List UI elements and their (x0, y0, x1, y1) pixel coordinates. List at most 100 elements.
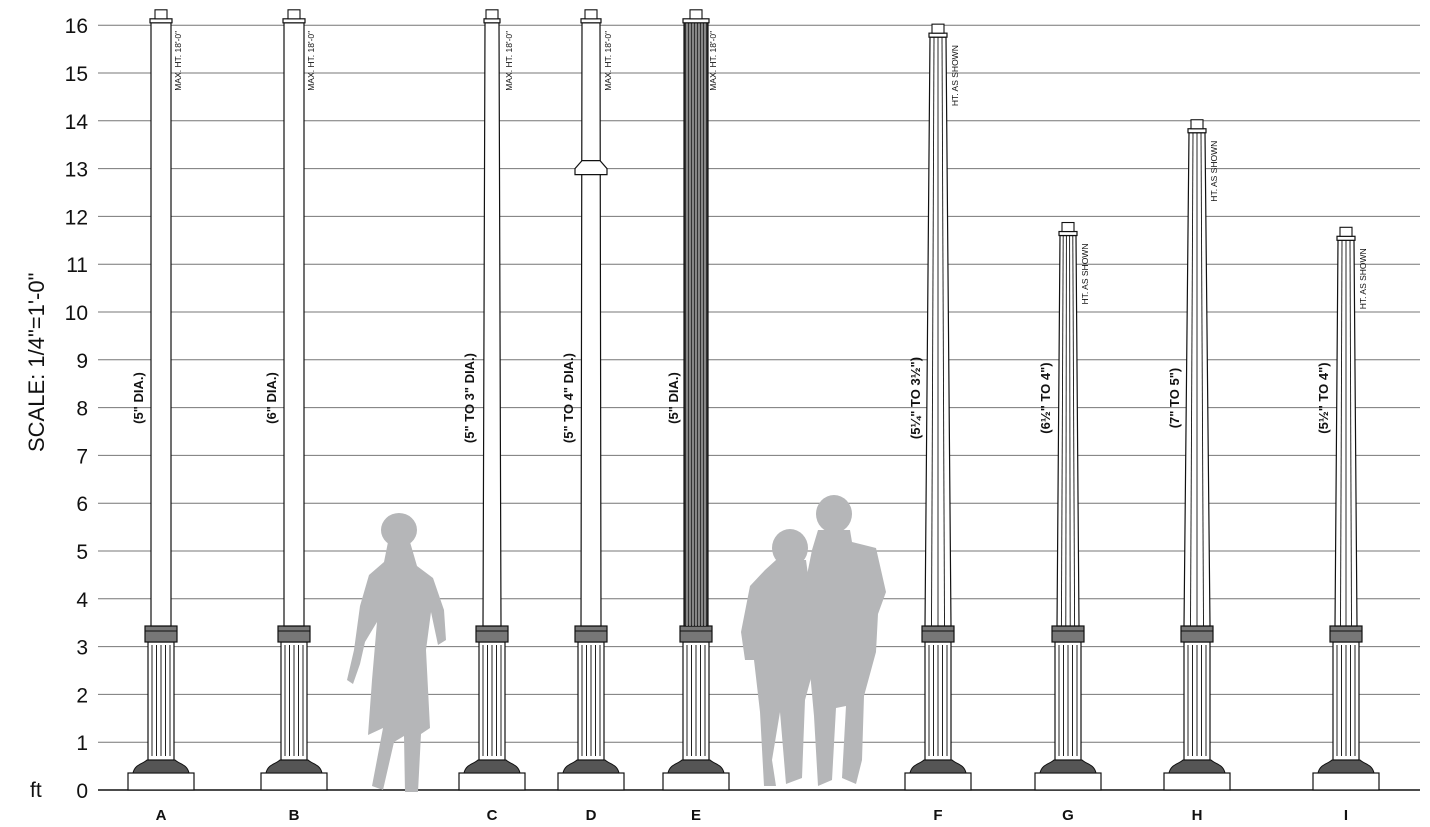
pole-height-label: HT. AS SHOWN (950, 45, 960, 106)
y-tick-label: 3 (76, 637, 88, 660)
base-ornament (667, 759, 725, 774)
pole-shaft (924, 36, 952, 627)
pole-base (260, 772, 328, 791)
pole-shaft (1183, 132, 1211, 627)
capital-ring (1329, 625, 1363, 643)
pole-h: (7" TO 5") HT. AS SHOWN H (1163, 119, 1231, 824)
couple-silhouette (741, 495, 886, 786)
fluted-base-column (924, 641, 952, 761)
pole-diameter-label: (5¼" TO 3½") (908, 357, 923, 439)
pole-tenon (1190, 119, 1204, 130)
pole-height-label: HT. AS SHOWN (1358, 248, 1368, 309)
pole-shaft (482, 22, 502, 627)
base-ornament (1168, 759, 1226, 774)
pole-diameter-label: (5½" TO 4") (1316, 362, 1331, 433)
y-tick-label: 10 (65, 302, 88, 325)
pole-top-ring (149, 18, 173, 24)
pole-top-ring (580, 18, 602, 24)
pole-diameter-label: (5" TO 3" DIA.) (462, 353, 477, 443)
pole-height-label: MAX. HT. 18'-0" (173, 31, 183, 91)
pole-top-ring (928, 32, 948, 38)
y-tick-label: 4 (76, 589, 88, 612)
pole-letter: A (156, 807, 167, 824)
capital-ring (144, 625, 178, 643)
pole-base (458, 772, 526, 791)
fluted-base-column (1332, 641, 1360, 761)
base-ornament (132, 759, 190, 774)
capital-ring (277, 625, 311, 643)
y-tick-label: 13 (65, 159, 88, 182)
y-tick-label: 16 (65, 15, 88, 38)
pole-shaft (1056, 234, 1080, 627)
pole-shaft (580, 22, 602, 627)
capital-ring (574, 625, 608, 643)
pole-base (1312, 772, 1380, 791)
pole-i: (5½" TO 4") HT. AS SHOWN I (1312, 226, 1380, 824)
base-ornament (562, 759, 620, 774)
y-tick-label: 0 (76, 780, 88, 803)
pole-diameter-label: (6" DIA.) (264, 372, 279, 424)
y-tick-label: 15 (65, 63, 88, 86)
pole-diameter-label: (6½" TO 4") (1038, 362, 1053, 433)
base-ornament (909, 759, 967, 774)
pole-top-ring (1336, 235, 1356, 241)
pole-base (127, 772, 195, 791)
pole-e: (5" DIA.) MAX. HT. 18'-0" E (662, 9, 730, 824)
pole-height-label: MAX. HT. 18'-0" (708, 31, 718, 91)
pole-base (557, 772, 625, 791)
y-tick-label: 11 (66, 254, 88, 277)
fluted-base-column (478, 641, 506, 761)
pole-height-label: HT. AS SHOWN (1080, 244, 1090, 305)
pole-a: (5" DIA.) MAX. HT. 18'-0" A (127, 9, 195, 824)
y-tick-label: 2 (76, 684, 88, 707)
pole-diameter-label: (7" TO 5") (1167, 368, 1182, 429)
pole-shaft (1334, 239, 1358, 627)
pole-tenon (931, 23, 945, 34)
capital-ring (475, 625, 509, 643)
fluted-base-column (577, 641, 605, 761)
y-tick-label: 9 (76, 350, 88, 373)
pole-tenon (584, 9, 598, 20)
pole-letter: B (289, 807, 300, 824)
scale-label: SCALE: 1/4"=1'-0" (24, 273, 49, 452)
pole-letter: E (691, 807, 701, 824)
pole-c: (5" TO 3" DIA.) MAX. HT. 18'-0" C (458, 9, 526, 824)
pole-letter: F (933, 807, 942, 824)
unit-label: ft (30, 779, 42, 802)
pole-letter: I (1344, 807, 1348, 824)
pole-tenon (689, 9, 703, 20)
base-ornament (1317, 759, 1375, 774)
pole-letter: C (487, 807, 498, 824)
pole-b: (6" DIA.) MAX. HT. 18'-0" B (260, 9, 328, 824)
y-tick-label: 14 (65, 111, 89, 134)
pole-g: (6½" TO 4") HT. AS SHOWN G (1034, 221, 1102, 824)
pole-height-label: MAX. HT. 18'-0" (603, 31, 613, 91)
pole-shaft (283, 22, 305, 627)
mid-collar (574, 160, 608, 176)
capital-ring (921, 625, 955, 643)
y-tick-label: 7 (76, 445, 88, 468)
fluted-base-column (1054, 641, 1082, 761)
pole-tenon (154, 9, 168, 20)
base-ornament (463, 759, 521, 774)
capital-ring (1051, 625, 1085, 643)
pole-tenon (1339, 226, 1353, 237)
pole-f: (5¼" TO 3½") HT. AS SHOWN F (904, 23, 972, 824)
fluted-base-column (682, 641, 710, 761)
pole-diameter-label: (5" DIA.) (131, 372, 146, 424)
y-tick-label: 6 (76, 493, 88, 516)
pole-letter: D (586, 807, 597, 824)
pole-base (662, 772, 730, 791)
pole-shaft (683, 22, 709, 627)
pole-tenon (485, 9, 499, 20)
pole-top-ring (483, 18, 501, 24)
pole-height-label: MAX. HT. 18'-0" (504, 31, 514, 91)
pole-top-ring (1187, 128, 1207, 134)
y-tick-label: 1 (76, 732, 88, 755)
poles: (5" DIA.) MAX. HT. 18'-0" A (6" DIA.) MAX. H… (127, 9, 1380, 824)
pole-d: (5" TO 4" DIA.) MAX. HT. 18'-0" D (557, 9, 625, 824)
fluted-base-column (280, 641, 308, 761)
pole-tenon (1061, 221, 1075, 233)
